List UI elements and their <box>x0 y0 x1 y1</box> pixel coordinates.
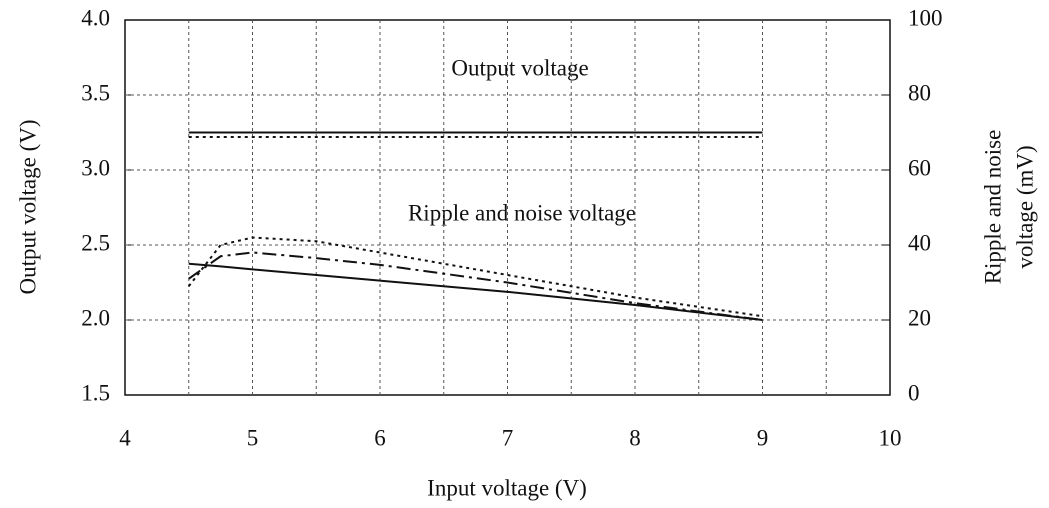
y-axis-label: Output voltage (V) <box>15 119 40 294</box>
y2-axis-label: Ripple and noise <box>980 130 1005 285</box>
y-tick-label: 3.0 <box>81 155 110 180</box>
y-tick-label: 4.0 <box>81 5 110 30</box>
y-tick-label: 3.5 <box>81 80 110 105</box>
y-tick-label: 2.5 <box>81 230 110 255</box>
line-series <box>188 262 763 321</box>
x-axis-label: Input voltage (V) <box>427 475 587 500</box>
y2-tick-label: 0 <box>908 380 920 405</box>
y2-tick-label: 20 <box>908 305 931 330</box>
annotation: Output voltage <box>451 55 588 80</box>
x-tick-label: 4 <box>119 425 131 450</box>
x-tick-label: 10 <box>879 425 902 450</box>
y-tick-label: 2.0 <box>81 305 110 330</box>
annotation: Ripple and noise voltage <box>408 200 636 225</box>
x-tick-label: 8 <box>629 425 641 450</box>
line-series <box>187 236 763 318</box>
y2-tick-label: 100 <box>908 5 943 30</box>
y2-tick-label: 40 <box>908 230 931 255</box>
line-series <box>188 251 763 321</box>
x-tick-label: 6 <box>374 425 386 450</box>
y2-tick-label: 80 <box>908 80 931 105</box>
y2-axis-label: voltage (mV) <box>1012 145 1037 268</box>
x-tick-label: 5 <box>247 425 259 450</box>
x-tick-label: 7 <box>502 425 514 450</box>
x-tick-label: 9 <box>757 425 769 450</box>
y-tick-label: 1.5 <box>81 380 110 405</box>
y2-tick-label: 60 <box>908 155 931 180</box>
